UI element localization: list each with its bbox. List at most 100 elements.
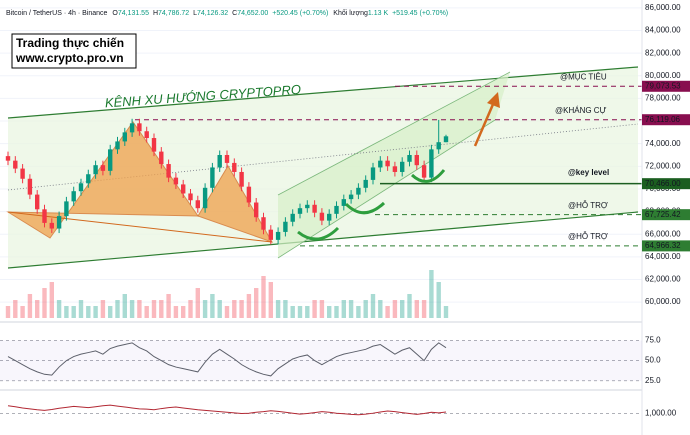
candle-body [56,216,62,229]
level-name: @HỖ TRỢ [568,201,608,210]
ohlc-key: H [153,10,158,17]
volume-bar [78,300,84,318]
volume-bar [122,294,127,318]
candle-body [421,165,427,178]
volume-bar [71,306,76,318]
y-tick-label: 25.0 [645,376,661,385]
volume-bar [151,300,157,318]
ohlc-key: C [232,10,237,17]
volume-value: 1.13 K [368,10,389,17]
volume-bar [137,300,142,318]
levels-layer: @MỤC TIÊU @KHÁNG CỰ @key level @HỖ TRỢ @HỖ T… [135,72,642,247]
candle-body [363,179,368,188]
ohlc-key: L [193,10,197,17]
candle-body [334,205,339,214]
y-tick-label: 80,000.00 [645,71,681,80]
volume-bar [5,306,11,318]
volume-bar [232,300,237,318]
candle-body [297,208,303,214]
candle-body [173,177,179,185]
volume-bar [159,300,164,318]
level-label-box [642,114,690,126]
arc [344,201,386,215]
volume-bar [385,306,390,318]
candle-body [305,204,310,209]
volume-bar [202,300,208,318]
y-tick-label: 72,000.00 [645,161,681,170]
volume-bar [348,300,354,318]
candle-body [385,160,390,167]
y-tick-label: 50.0 [645,356,661,365]
candle-body [414,155,419,166]
note-line: Trading thực chiến [16,36,124,50]
candle-body [283,221,288,232]
volume-bar [370,294,376,318]
candle-body [166,164,171,178]
volume-bar [334,306,339,318]
volume-bar [261,276,266,318]
volume-change: +519.45 (+0.70%) [392,10,448,17]
candle-body [13,160,18,169]
candle-body [443,136,449,143]
volume-bar [188,300,193,318]
indicator-line [7,404,447,416]
volume-bar [246,294,252,318]
candle-body [42,209,47,223]
candle-body [378,160,383,168]
pattern-left [6,121,199,239]
candle-body [392,166,398,172]
volume-bar [407,294,412,318]
volume-bar [217,300,222,318]
note-box [11,33,137,69]
level-label: 70,466.00 [645,179,681,188]
ohlc-value: 74,652.00 [237,10,268,17]
candle-body [5,156,11,161]
volume-bar [35,300,40,318]
y-tick-label: 66,000.00 [645,229,681,238]
candle-body [319,212,325,221]
candle-body [224,155,230,163]
candle-body [71,191,76,202]
volume-bar [312,300,317,318]
candle-body [348,194,354,200]
y-tick-label: 78,000.00 [645,94,681,103]
candle-body [261,217,266,230]
candle-body [64,201,69,217]
volume-bar [86,306,91,318]
volume-bar [392,300,398,318]
candle-body [202,187,208,209]
volume-bar [195,288,200,318]
symbol: Bitcoin / TetherUS · 4h · Binance [6,10,108,17]
pattern-right [197,165,274,243]
volume-bar [443,306,449,318]
ohlc-value: 74,131.55 [118,10,149,17]
level-name: @KHÁNG CỰ [555,106,607,115]
volume-bar [224,306,230,318]
ohlc-key: O [112,10,118,17]
volume-bar [268,282,273,318]
volume-bar [254,288,259,318]
candle-body [27,178,33,195]
candles-layer [5,118,449,245]
candle-body [188,193,193,201]
level-label: 64,966.32 [645,241,681,250]
candle-body [275,231,281,240]
candle-body [370,167,376,180]
candle-body [122,132,127,142]
volume-bar [414,300,419,318]
candle-body [100,165,106,171]
volume-bar [173,306,179,318]
candle-body [181,184,186,194]
volume-bar [144,306,149,318]
level-label-box [642,80,690,92]
volume-bar [341,300,346,318]
arrow-head [487,92,500,108]
channel-top [7,66,639,119]
level-label-box [642,209,690,221]
candle-body [356,187,361,195]
volume-bar [181,306,186,318]
volume-bar [27,294,33,318]
volume-bar [56,300,62,318]
candle-body [20,168,25,179]
volume-bar [42,288,47,318]
